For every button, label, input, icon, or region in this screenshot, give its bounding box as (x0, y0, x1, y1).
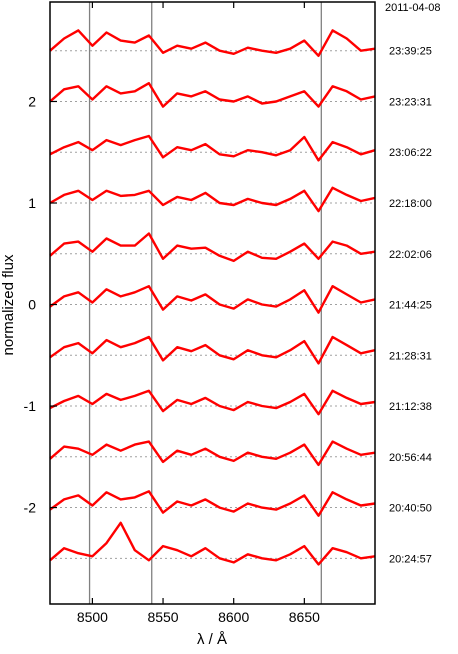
baselines (50, 50, 375, 559)
time-label: 23:06:22 (389, 147, 432, 159)
date-label: 2011-04-08 (385, 2, 440, 14)
time-label: 20:56:44 (389, 452, 432, 464)
time-label: 21:12:38 (389, 401, 432, 413)
spectrum-line (49, 285, 376, 314)
time-label: 23:23:31 (389, 96, 432, 108)
x-tick-labels: 8500 8550 8600 8650 (77, 609, 320, 625)
time-label: 21:44:25 (389, 300, 432, 312)
time-label: 22:02:06 (389, 249, 432, 261)
x-tick-label: 8650 (289, 609, 320, 625)
spectrum-line (49, 490, 376, 517)
spectrum-line (49, 389, 376, 416)
spectrum-line (49, 335, 376, 365)
x-axis-title: λ / Å (197, 631, 227, 648)
axis-ticks (50, 2, 305, 604)
time-label: 20:40:50 (389, 503, 432, 515)
spectrum-line (49, 186, 376, 213)
spectrum-line (49, 232, 376, 263)
y-tick-label: 0 (28, 297, 36, 313)
time-labels: 23:39:25 23:23:31 23:06:22 22:18:00 22:02:06… (389, 46, 432, 566)
y-tick-label: -1 (24, 398, 37, 414)
time-label: 23:39:25 (389, 46, 432, 58)
spectrum-line (49, 82, 376, 108)
time-label: 22:18:00 (389, 198, 432, 210)
x-tick-label: 8500 (77, 609, 108, 625)
x-tick-label: 8600 (218, 609, 249, 625)
time-label: 20:24:57 (389, 553, 432, 565)
y-tick-label: 2 (28, 93, 36, 109)
spectrum-line (49, 134, 376, 162)
spectra-lines (49, 29, 376, 566)
spectrum-line (49, 29, 376, 57)
y-tick-labels: 2 1 0 -1 -2 (24, 93, 37, 515)
x-tick-label: 8550 (147, 609, 178, 625)
spectrum-line (49, 521, 376, 566)
y-tick-label: -2 (24, 500, 37, 516)
y-axis-title: normalized flux (0, 254, 17, 355)
plot-frame (49, 1, 376, 605)
time-label: 21:28:31 (389, 350, 432, 362)
y-tick-label: 1 (28, 195, 36, 211)
spectrum-line (49, 440, 376, 467)
